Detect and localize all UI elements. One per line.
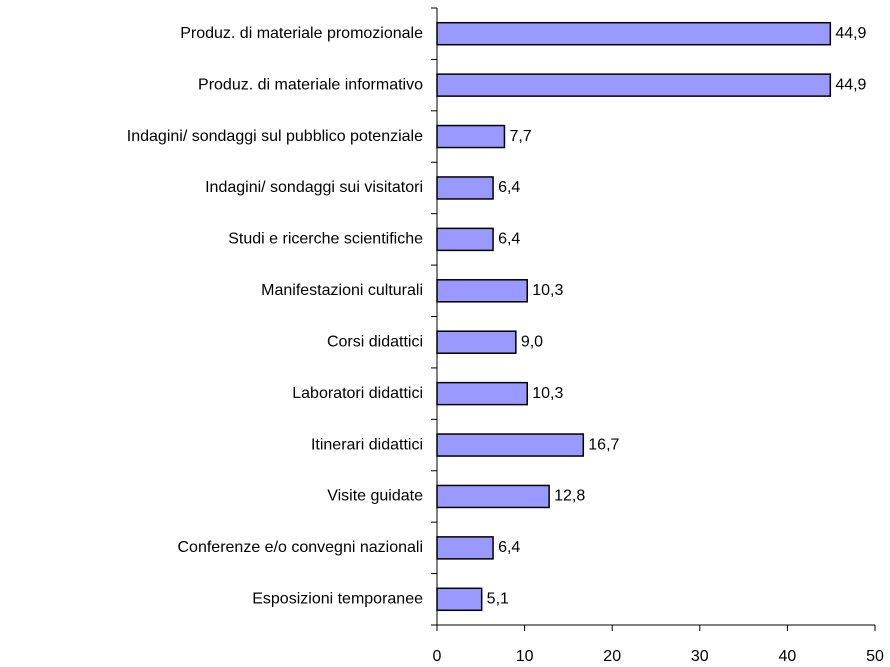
y-tick-label: Produz. di materiale promozionale	[180, 25, 423, 42]
bar	[436, 536, 494, 560]
x-tick-label: 10	[516, 648, 534, 665]
x-tick-label: 50	[866, 648, 884, 665]
x-tick-label: 0	[433, 648, 442, 665]
data-label: 6,4	[498, 231, 520, 248]
y-tick-label: Visite guidate	[327, 488, 423, 505]
data-label: 6,4	[498, 539, 520, 556]
y-tick-label: Laboratori didattici	[292, 385, 423, 402]
bar	[436, 433, 585, 457]
data-label: 9,0	[521, 333, 543, 350]
bar	[436, 176, 494, 200]
bar	[436, 227, 494, 252]
data-label: 44,9	[835, 76, 866, 93]
bar	[436, 587, 483, 612]
data-label: 10,3	[532, 385, 563, 402]
data-label: 12,8	[554, 488, 585, 505]
data-label: 7,7	[509, 128, 531, 145]
y-tick-label: Corsi didattici	[327, 333, 423, 350]
bar	[436, 279, 528, 303]
bar	[436, 484, 550, 509]
data-label: 6,4	[498, 179, 520, 196]
data-label: 10,3	[532, 282, 563, 299]
x-tick-label: 30	[691, 648, 709, 665]
bar	[436, 21, 832, 46]
data-label: 44,9	[835, 25, 866, 42]
x-tick-label: 40	[779, 648, 797, 665]
y-tick-label: Studi e ricerche scientifiche	[228, 231, 423, 248]
x-tick-label: 20	[603, 648, 621, 665]
y-tick-label: Conferenze e/o convegni nazionali	[178, 539, 424, 556]
y-tick-label: Esposizioni temporanee	[252, 591, 423, 608]
y-tick-label: Indagini/ sondaggi sui visitatori	[205, 179, 423, 196]
bar	[436, 124, 506, 149]
y-tick-label: Produz. di materiale informativo	[198, 76, 423, 93]
y-tick-label: Indagini/ sondaggi sul pubblico potenzia…	[127, 128, 423, 145]
y-tick-label: Itinerari didattici	[311, 436, 423, 453]
data-label: 5,1	[487, 591, 509, 608]
y-tick-label: Manifestazioni culturali	[261, 282, 423, 299]
data-label: 16,7	[588, 436, 619, 453]
bar	[436, 73, 832, 97]
bar	[436, 381, 528, 406]
bar	[436, 330, 517, 354]
